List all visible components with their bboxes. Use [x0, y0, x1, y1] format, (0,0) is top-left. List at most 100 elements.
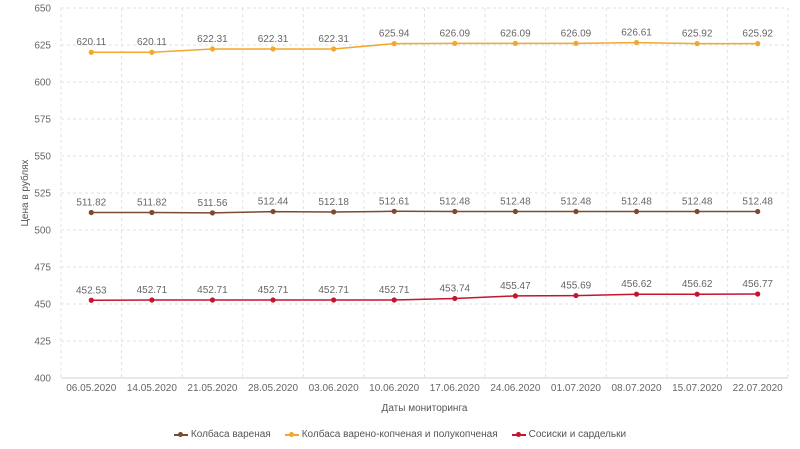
series-1-point [391, 208, 397, 214]
chart-legend: Колбаса вареная Колбаса варено-копченая и… [0, 429, 800, 440]
y-tick-label: 500 [34, 226, 51, 237]
y-tick-label: 525 [34, 189, 51, 200]
series-3-data-label: 452.71 [379, 285, 410, 296]
series-3-point [694, 291, 700, 297]
series-line-3 [91, 293, 758, 302]
series-2-data-label: 626.09 [500, 28, 531, 39]
y-tick-label: 450 [34, 300, 51, 311]
legend-label: Колбаса вареная [190, 429, 271, 440]
series-1-data-label: 512.48 [742, 197, 773, 208]
series-1-data-label: 512.48 [500, 197, 531, 208]
series-2-point [694, 41, 700, 47]
series-1-data-label: 512.48 [682, 197, 713, 208]
series-1-data-label: 512.48 [621, 197, 652, 208]
series-1-point [755, 208, 761, 215]
series-2-point [391, 41, 397, 47]
series-2-data-label: 625.92 [742, 29, 773, 40]
series-2-point [755, 41, 761, 47]
series-3-point [452, 295, 458, 302]
series-1-data-label: 511.82 [76, 198, 106, 209]
x-tick-label: 24.06.2020 [490, 383, 540, 394]
y-tick-label: 575 [34, 115, 51, 126]
series-line-1 [91, 210, 758, 214]
x-tick-label: 08.07.2020 [612, 383, 662, 394]
y-tick-label: 650 [34, 4, 51, 15]
series-2-data-label: 626.09 [439, 28, 470, 39]
series-1-point [452, 208, 458, 215]
series-2-point [149, 49, 155, 55]
series-3-data-label: 456.62 [621, 279, 652, 290]
series-2-data-label: 620.11 [137, 37, 167, 48]
series-3-data-label: 455.69 [561, 281, 592, 292]
series-2-point [512, 40, 518, 46]
series-1-point [694, 208, 700, 215]
series-2-data-label: 625.94 [379, 29, 410, 40]
series-2-data-label: 622.31 [258, 34, 289, 45]
series-3-data-label: 452.71 [137, 285, 168, 296]
series-2-point [270, 46, 276, 52]
series-3-data-label: 452.71 [258, 285, 289, 296]
series-3-point [512, 293, 518, 299]
x-tick-label: 21.05.2020 [187, 383, 237, 394]
series-3-point [209, 297, 216, 303]
legend-swatch-dot [289, 432, 295, 437]
series-3-point [331, 297, 337, 303]
series-2-data-label: 622.31 [197, 34, 228, 45]
series-1-point [209, 210, 216, 216]
legend-item-1[interactable]: Колбаса вареная [173, 429, 271, 440]
series-3-data-label: 452.71 [197, 285, 228, 296]
series-1-point [149, 209, 155, 216]
series-3-point [149, 297, 155, 303]
legend-item-2[interactable]: Колбаса варено-копченая и полукопченая [284, 429, 498, 440]
series-2-data-label: 620.11 [76, 37, 106, 48]
series-3-point [391, 297, 397, 303]
x-tick-label: 10.06.2020 [369, 383, 419, 394]
series-1-data-label: 511.82 [137, 198, 167, 209]
series-3-data-label: 455.47 [500, 281, 531, 292]
series-2-point [573, 40, 579, 46]
y-tick-label: 550 [34, 152, 51, 163]
series-1-data-label: 512.48 [439, 197, 470, 208]
series-3-data-label: 456.62 [682, 279, 713, 290]
x-tick-label: 15.07.2020 [672, 383, 722, 394]
x-tick-label: 17.06.2020 [430, 383, 480, 394]
series-1-data-label: 512.61 [379, 196, 410, 207]
x-tick-label: 01.07.2020 [551, 383, 601, 394]
legend-label: Колбаса варено-копченая и полукопченая [301, 429, 498, 440]
series-1-data-label: 512.18 [318, 197, 349, 208]
series-1-data-label: 512.48 [561, 197, 592, 208]
y-tick-label: 475 [34, 263, 51, 274]
y-axis-title: Цена в рублях [19, 159, 31, 226]
series-3-point [573, 292, 579, 299]
x-tick-label: 28.05.2020 [248, 383, 298, 394]
series-1-point [512, 208, 518, 215]
series-1-point [331, 209, 337, 215]
legend-swatch-dot [178, 432, 184, 437]
series-3-point [633, 291, 640, 297]
series-3-data-label: 453.74 [439, 283, 470, 294]
y-tick-label: 625 [34, 41, 51, 52]
series-1-data-label: 511.56 [198, 198, 228, 209]
series-2-data-label: 626.09 [561, 28, 592, 39]
series-3-data-label: 452.53 [76, 285, 107, 296]
series-2-data-label: 626.61 [621, 28, 652, 39]
legend-swatch [511, 431, 526, 439]
series-2-point [452, 40, 458, 46]
series-3-data-label: 452.71 [318, 285, 349, 296]
series-2-data-label: 622.31 [318, 34, 349, 45]
series-1-point [633, 208, 640, 215]
series-2-point [633, 40, 640, 46]
legend-item-3[interactable]: Сосиски и сардельки [511, 429, 626, 440]
series-3-point [270, 297, 276, 303]
x-axis-title: Даты мониторинга [382, 403, 468, 414]
x-tick-label: 06.05.2020 [66, 383, 116, 394]
x-tick-label: 22.07.2020 [733, 383, 783, 394]
series-1-point [88, 209, 94, 216]
series-2-point [209, 46, 216, 52]
series-1-point [573, 208, 579, 215]
legend-swatch [284, 431, 299, 439]
series-1-point [270, 208, 276, 215]
legend-swatch-dot [516, 432, 522, 437]
